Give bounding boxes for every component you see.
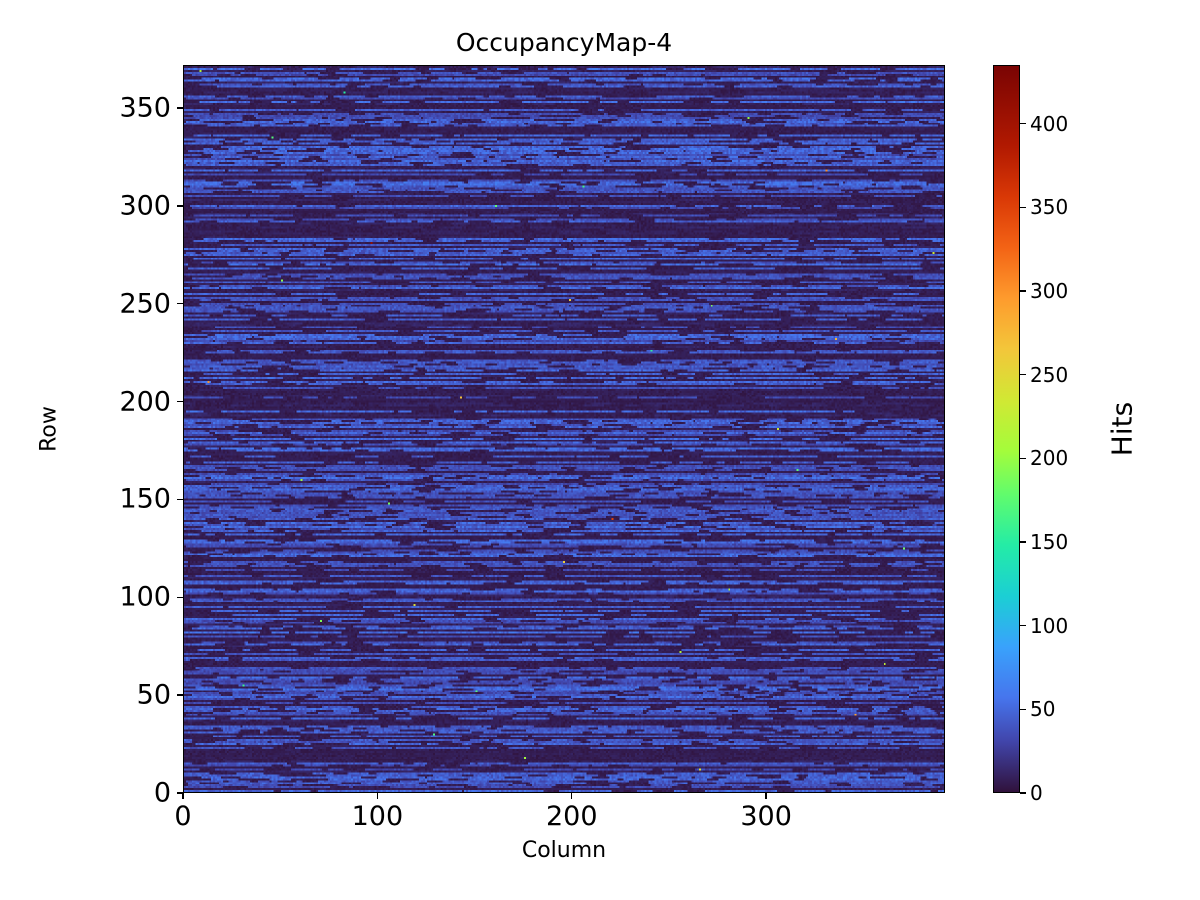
y-tick-label: 300 <box>119 190 171 222</box>
colorbar <box>993 65 1020 793</box>
x-tick-mark <box>571 793 573 799</box>
y-tick-label: 150 <box>119 483 171 515</box>
y-tick-label: 250 <box>119 288 171 320</box>
colorbar-tick-mark <box>1020 792 1026 794</box>
y-tick-label: 200 <box>119 386 171 418</box>
heatmap-plot-area <box>183 65 945 793</box>
y-tick-label: 50 <box>136 679 171 711</box>
colorbar-tick-label: 50 <box>1030 697 1056 722</box>
colorbar-tick-label: 0 <box>1030 781 1043 805</box>
y-tick-mark <box>177 400 183 403</box>
colorbar-tick-label: 250 <box>1030 362 1069 387</box>
colorbar-tick-label: 300 <box>1030 278 1069 303</box>
x-tick-mark <box>765 793 767 799</box>
y-tick-mark <box>177 498 183 501</box>
page-title: OccupancyMap-4 <box>455 28 673 57</box>
colorbar-tick-label: 150 <box>1030 529 1069 554</box>
y-tick-mark <box>177 107 183 109</box>
x-tick-label: 100 <box>351 801 404 832</box>
colorbar-tick-mark <box>1020 624 1026 627</box>
y-tick-label: 350 <box>119 92 171 124</box>
colorbar-tick-label: 400 <box>1030 111 1069 136</box>
colorbar-tick-mark <box>1020 541 1026 543</box>
colorbar-tick-label: 350 <box>1030 195 1069 220</box>
colorbar-tick-mark <box>1020 373 1026 376</box>
y-tick-label: 0 <box>153 777 171 809</box>
colorbar-tick-mark <box>1020 122 1026 125</box>
y-tick-mark <box>177 205 183 207</box>
x-tick-label: 300 <box>740 801 792 832</box>
x-tick-mark <box>376 793 379 799</box>
colorbar-tick-label: 200 <box>1030 446 1069 471</box>
y-axis-label: Row <box>36 406 62 452</box>
y-tick-mark <box>177 694 183 696</box>
x-tick-label: 0 <box>174 801 192 832</box>
colorbar-tick-label: 100 <box>1030 613 1069 638</box>
occupancy-heatmap-image <box>184 66 944 792</box>
y-tick-mark <box>177 596 183 598</box>
x-tick-label: 200 <box>545 801 598 832</box>
y-tick-label: 100 <box>119 581 171 613</box>
colorbar-tick-mark <box>1020 708 1026 710</box>
x-tick-mark <box>182 793 184 799</box>
y-tick-mark <box>177 303 183 305</box>
colorbar-tick-mark <box>1020 457 1026 459</box>
x-axis-label: Column <box>521 838 607 863</box>
colorbar-tick-mark <box>1020 206 1026 208</box>
colorbar-label: Hits <box>1105 401 1139 457</box>
colorbar-gradient <box>994 66 1019 792</box>
colorbar-tick-mark <box>1020 290 1026 292</box>
y-tick-mark <box>177 792 183 794</box>
